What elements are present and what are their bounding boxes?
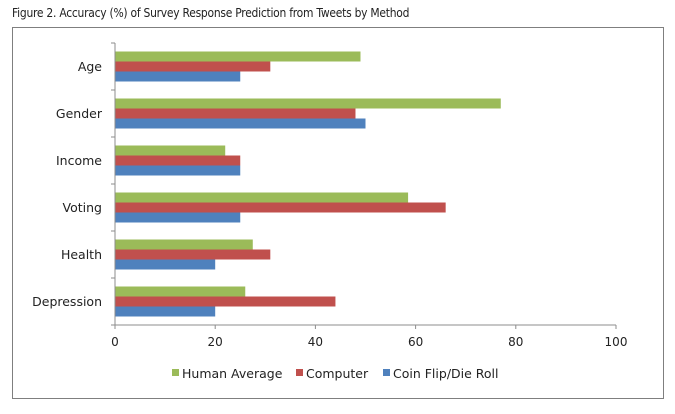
bar-computer-health [115, 249, 271, 260]
bar-computer-gender [115, 108, 356, 119]
x-tick-label: 100 [605, 335, 628, 349]
x-tick-label: 0 [111, 335, 119, 349]
chart-title: Figure 2. Accuracy (%) of Survey Respons… [12, 5, 410, 20]
bar-computer-age [115, 61, 271, 72]
bar-human-average-health [115, 239, 253, 250]
bar-human-average-depression [115, 286, 246, 297]
bar-human-average-voting [115, 192, 409, 203]
bar-coin-flip-die-roll-depression [115, 306, 216, 317]
bar-human-average-income [115, 145, 226, 156]
bar-computer-voting [115, 202, 446, 213]
x-tick-label: 60 [408, 335, 423, 349]
bar-coin-flip-die-roll-income [115, 165, 241, 176]
bar-human-average-age [115, 51, 361, 62]
x-tick-label: 80 [508, 335, 523, 349]
legend-swatch [296, 369, 303, 376]
chart-frame [12, 27, 664, 399]
category-label: Voting [63, 200, 102, 215]
x-tick-label: 40 [308, 335, 323, 349]
bar-computer-depression [115, 296, 336, 307]
x-tick-label: 20 [208, 335, 223, 349]
bar-coin-flip-die-roll-age [115, 71, 241, 82]
legend-swatch [172, 369, 179, 376]
category-label: Health [61, 247, 102, 262]
bar-human-average-gender [115, 98, 501, 109]
bar-coin-flip-die-roll-voting [115, 212, 241, 223]
category-label: Income [56, 153, 102, 168]
category-label: Age [78, 59, 102, 74]
bar-coin-flip-die-roll-gender [115, 118, 366, 129]
legend-label: Computer [306, 366, 369, 381]
category-label: Gender [56, 106, 103, 121]
legend-swatch [383, 369, 390, 376]
bar-computer-income [115, 155, 241, 166]
bar-coin-flip-die-roll-health [115, 259, 216, 270]
category-label: Depression [32, 294, 102, 309]
legend-label: Coin Flip/Die Roll [393, 366, 499, 381]
legend-label: Human Average [182, 366, 283, 381]
